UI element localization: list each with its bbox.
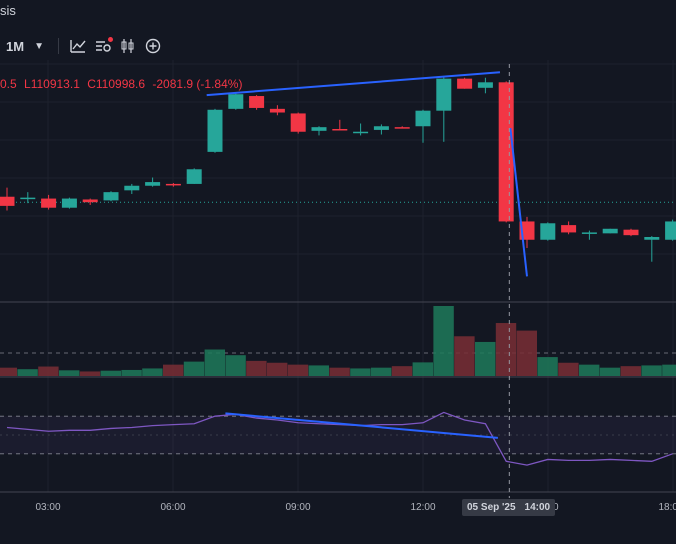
toolbar-divider <box>57 38 59 54</box>
volume-bar <box>662 364 676 376</box>
candle-body <box>124 185 140 191</box>
volume-bar <box>391 366 413 376</box>
volume-bar <box>142 368 163 376</box>
candle-body <box>311 127 327 131</box>
trendline[interactable] <box>206 71 501 97</box>
candle-body <box>332 128 348 131</box>
candle-body <box>477 82 493 88</box>
candle-body <box>561 225 577 233</box>
ohlc-low: L110913.1 <box>24 77 80 91</box>
volume-bar <box>183 361 205 376</box>
candle-body <box>457 78 473 89</box>
volume-bar <box>163 364 184 376</box>
volume-bar <box>537 357 558 376</box>
rsi-pane <box>0 411 676 466</box>
candle-body <box>665 221 676 240</box>
rsi-line <box>6 411 673 466</box>
time-tick-label: 12:00 <box>410 502 435 513</box>
volume-bar <box>100 370 121 376</box>
candle-body <box>602 228 618 234</box>
volume-bar <box>641 365 662 376</box>
volume-bar <box>79 371 101 376</box>
volume-bar <box>579 364 600 376</box>
candle-body <box>394 127 410 129</box>
candle-body <box>0 196 15 206</box>
candle-body <box>436 78 452 111</box>
volume-bar <box>516 330 537 376</box>
time-tick-label: 06:00 <box>160 502 185 513</box>
candle-body <box>207 109 223 152</box>
ohlc-change: -2081.9 (-1.84%) <box>152 77 243 91</box>
volume-bar <box>620 366 641 376</box>
volume-bar <box>246 360 267 376</box>
candle-body <box>373 126 389 130</box>
interval-button[interactable]: 1M <box>6 38 25 54</box>
candle-body <box>623 229 639 236</box>
volume-bar <box>371 367 392 376</box>
volume-bar <box>495 323 517 376</box>
candle-body <box>41 198 57 208</box>
drawings-layer[interactable] <box>206 64 528 498</box>
chart-title: sis <box>0 3 16 18</box>
volume-bar <box>475 341 496 376</box>
volume-bar <box>558 362 579 376</box>
add-icon[interactable] <box>144 37 162 55</box>
candle-body <box>581 232 597 234</box>
chart-toolbar: 1M ▼ <box>0 35 169 57</box>
volume-bar <box>121 369 142 376</box>
candle-body <box>82 199 98 203</box>
volume-bar <box>350 368 371 376</box>
candle-body <box>415 110 431 127</box>
candle-body <box>644 237 660 240</box>
volume-bar <box>267 362 288 376</box>
volume-pane <box>0 306 676 376</box>
chart-type-icon[interactable] <box>119 37 137 55</box>
volume-bar <box>412 362 433 376</box>
price-pane <box>0 75 676 262</box>
candle-body <box>540 223 556 240</box>
time-tick-label: 03:00 <box>35 502 60 513</box>
candle-body <box>249 96 265 108</box>
candle-body <box>103 192 119 201</box>
trendline[interactable] <box>225 412 498 439</box>
time-tick-label: 09:00 <box>285 502 310 513</box>
volume-bar <box>17 369 38 376</box>
chevron-down-icon[interactable]: ▼ <box>34 40 44 52</box>
candle-body <box>498 82 514 222</box>
indicators-icon[interactable] <box>69 37 87 55</box>
volume-bar <box>225 355 246 376</box>
notification-dot-icon <box>107 37 113 42</box>
volume-bar <box>433 306 454 376</box>
rsi-band <box>0 416 676 454</box>
candle-body <box>290 113 306 132</box>
volume-bar <box>329 367 350 376</box>
crosshair-time: 14:00 <box>524 502 551 513</box>
volume-bar <box>287 364 309 376</box>
volume-bar <box>0 367 17 376</box>
candle-body <box>269 108 285 113</box>
volume-bar <box>204 349 225 376</box>
ohlc-close: C110998.6 <box>87 77 146 91</box>
candle-body <box>165 183 181 186</box>
time-tick-label: 18:00 <box>658 502 676 513</box>
candle-body <box>145 182 161 186</box>
volume-bar <box>599 367 621 376</box>
crosshair-date: 05 Sep '25 <box>467 502 516 513</box>
volume-bar <box>59 370 80 376</box>
ohlc-legend: 0.5 L110913.1 C110998.6 -2081.9 (-1.84%) <box>0 77 246 91</box>
candle-body <box>20 197 36 200</box>
candle-body <box>353 131 369 134</box>
volume-bar <box>38 366 59 376</box>
volume-bar <box>308 365 329 376</box>
candle-body <box>61 198 77 208</box>
candle-body <box>228 94 244 109</box>
ohlc-open: 0.5 <box>0 77 17 91</box>
templates-icon[interactable] <box>94 37 113 55</box>
crosshair-time-label: 05 Sep '25 14:00 <box>462 499 556 516</box>
volume-bar <box>454 336 475 376</box>
candle-body <box>186 169 202 184</box>
trendline[interactable] <box>509 127 528 277</box>
